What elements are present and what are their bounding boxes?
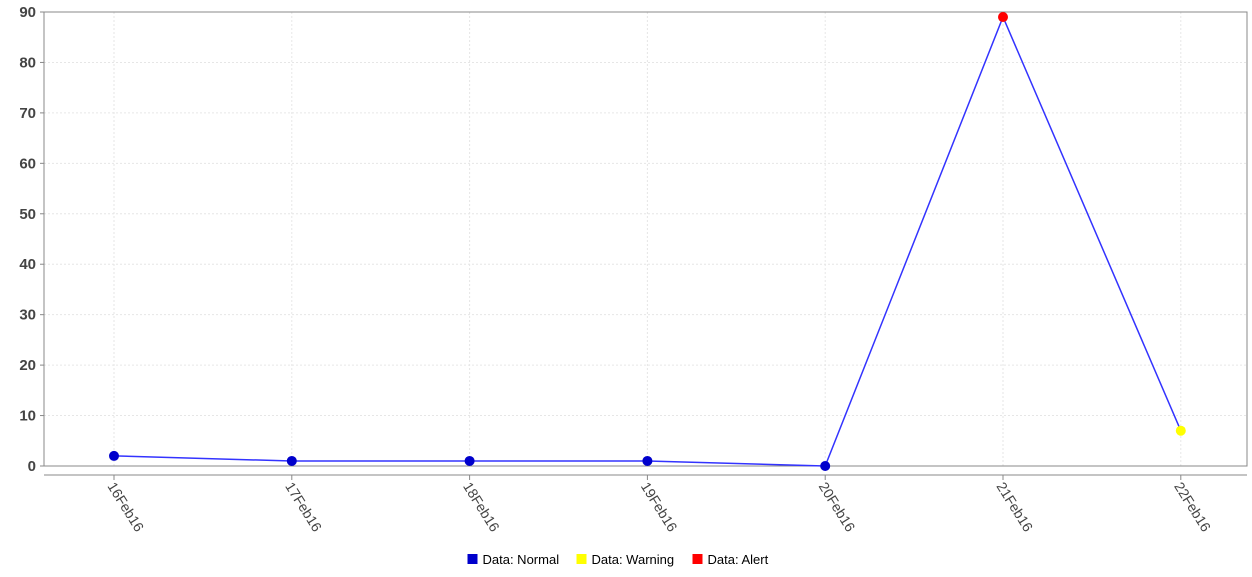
x-tick-label: 17Feb16 bbox=[282, 479, 325, 535]
y-tick-label: 40 bbox=[19, 256, 36, 273]
x-tick-label: 22Feb16 bbox=[1171, 479, 1214, 535]
data-point-normal bbox=[109, 450, 119, 461]
data-points bbox=[109, 12, 1186, 471]
legend-swatch-warning bbox=[576, 554, 587, 564]
data-point-alert bbox=[998, 12, 1008, 23]
data-point-normal bbox=[286, 455, 297, 466]
y-tick-label: 10 bbox=[19, 408, 36, 425]
y-tick-label: 60 bbox=[19, 155, 36, 172]
y-tick-label: 50 bbox=[19, 206, 36, 223]
y-tick-label: 30 bbox=[19, 307, 36, 324]
axes bbox=[40, 11, 1247, 480]
legend-swatch-normal bbox=[467, 554, 478, 564]
data-point-warning bbox=[1175, 425, 1186, 436]
y-tick-label: 70 bbox=[19, 105, 36, 122]
data-point-normal bbox=[464, 455, 475, 466]
x-tick-label: 16Feb16 bbox=[104, 479, 147, 535]
x-tick-label: 19Feb16 bbox=[638, 479, 681, 535]
legend: Data: Normal Data: Warning Data: Alert bbox=[467, 552, 769, 567]
x-tick-label: 18Feb16 bbox=[460, 479, 503, 535]
data-point-normal bbox=[820, 461, 831, 471]
plot-area bbox=[43, 11, 1248, 467]
x-axis-ticks: 16Feb16 17Feb16 18Feb16 19Feb16 20Feb16 21Feb… bbox=[104, 479, 1214, 535]
legend-label-normal: Data: Normal bbox=[483, 552, 560, 567]
x-tick-label: 21Feb16 bbox=[993, 479, 1036, 535]
legend-swatch-alert bbox=[692, 554, 703, 564]
y-tick-label: 90 bbox=[19, 4, 36, 21]
x-tick-label: 20Feb16 bbox=[816, 479, 859, 535]
y-tick-label: 80 bbox=[19, 54, 36, 71]
y-tick-label: 20 bbox=[19, 357, 36, 374]
data-point-normal bbox=[642, 455, 653, 466]
y-axis-ticks: 0 10 20 30 40 50 60 70 80 90 bbox=[19, 4, 36, 475]
y-tick-label: 0 bbox=[28, 458, 36, 475]
grid-lines bbox=[44, 12, 1247, 466]
legend-label-alert: Data: Alert bbox=[708, 552, 769, 567]
legend-label-warning: Data: Warning bbox=[592, 552, 675, 567]
